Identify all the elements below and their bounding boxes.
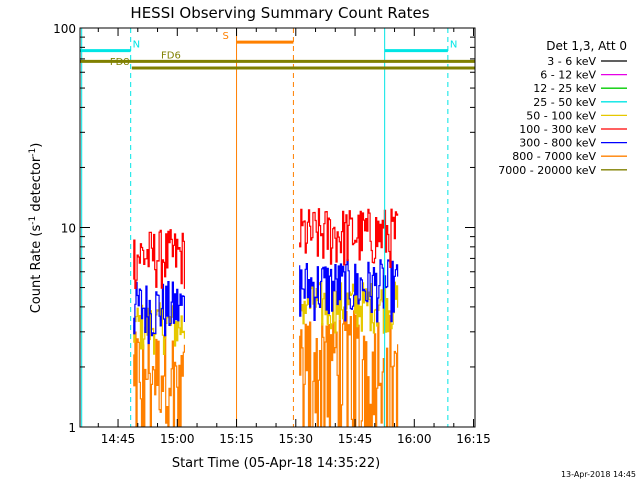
legend-label-2: 12 - 25 keV bbox=[533, 82, 596, 95]
series-trace-800to7000keV bbox=[299, 310, 399, 427]
flag-label-0: N bbox=[133, 40, 140, 51]
series-trace-300to800keV bbox=[299, 259, 399, 323]
x-tick-label-2: 15:15 bbox=[219, 432, 254, 446]
legend-label-4: 50 - 100 keV bbox=[526, 109, 596, 122]
date-stamp: 13-Apr-2018 14:45 bbox=[561, 470, 636, 479]
plot-area: N N S FD6 FD8 bbox=[80, 28, 475, 427]
series-trace-800to7000keV bbox=[133, 331, 185, 427]
series-trace-300to800keV bbox=[133, 281, 185, 345]
x-tick-label-5: 16:00 bbox=[397, 432, 432, 446]
flag-label-2: S bbox=[223, 31, 229, 42]
y-tick-label-1: 10 bbox=[61, 222, 76, 236]
axes: 14:45 15:00 15:15 15:30 15:45 16:00 16:15 1 10 10… bbox=[53, 22, 491, 446]
legend-label-8: 7000 - 20000 keV bbox=[498, 164, 596, 177]
y-tick-label-2: 100 bbox=[53, 22, 76, 36]
legend-label-6: 300 - 800 keV bbox=[519, 137, 596, 150]
x-tick-label-1: 15:00 bbox=[160, 432, 195, 446]
legend-label-1: 6 - 12 keV bbox=[540, 69, 596, 82]
legend-label-5: 100 - 300 keV bbox=[519, 123, 596, 136]
legend-title: Det 1,3, Att 0 bbox=[546, 39, 627, 53]
chart-title: HESSI Observing Summary Count Rates bbox=[130, 4, 429, 22]
x-axis-label: Start Time (05-Apr-18 14:35:22) bbox=[172, 456, 380, 471]
series-trace-50to100keV bbox=[299, 281, 399, 334]
y-axis-label: Count Rate (s-1 detector-1) bbox=[28, 143, 44, 314]
flag-label-1: N bbox=[450, 40, 457, 51]
flag-label-3: FD6 bbox=[161, 50, 181, 61]
legend-label-0: 3 - 6 keV bbox=[547, 55, 596, 68]
series-trace-100to300keV bbox=[299, 208, 399, 268]
legend-label-3: 25 - 50 keV bbox=[533, 96, 596, 109]
data-layer bbox=[80, 28, 475, 427]
x-tick-label-6: 16:15 bbox=[456, 432, 491, 446]
flag-label-4: FD8 bbox=[110, 57, 130, 68]
x-tick-label-0: 14:45 bbox=[101, 432, 136, 446]
legend-label-7: 800 - 7000 keV bbox=[512, 150, 596, 163]
y-tick-label-0: 1 bbox=[68, 421, 76, 435]
x-tick-label-4: 15:45 bbox=[338, 432, 373, 446]
series-trace-100to300keV bbox=[133, 229, 185, 289]
x-tick-label-3: 15:30 bbox=[278, 432, 313, 446]
